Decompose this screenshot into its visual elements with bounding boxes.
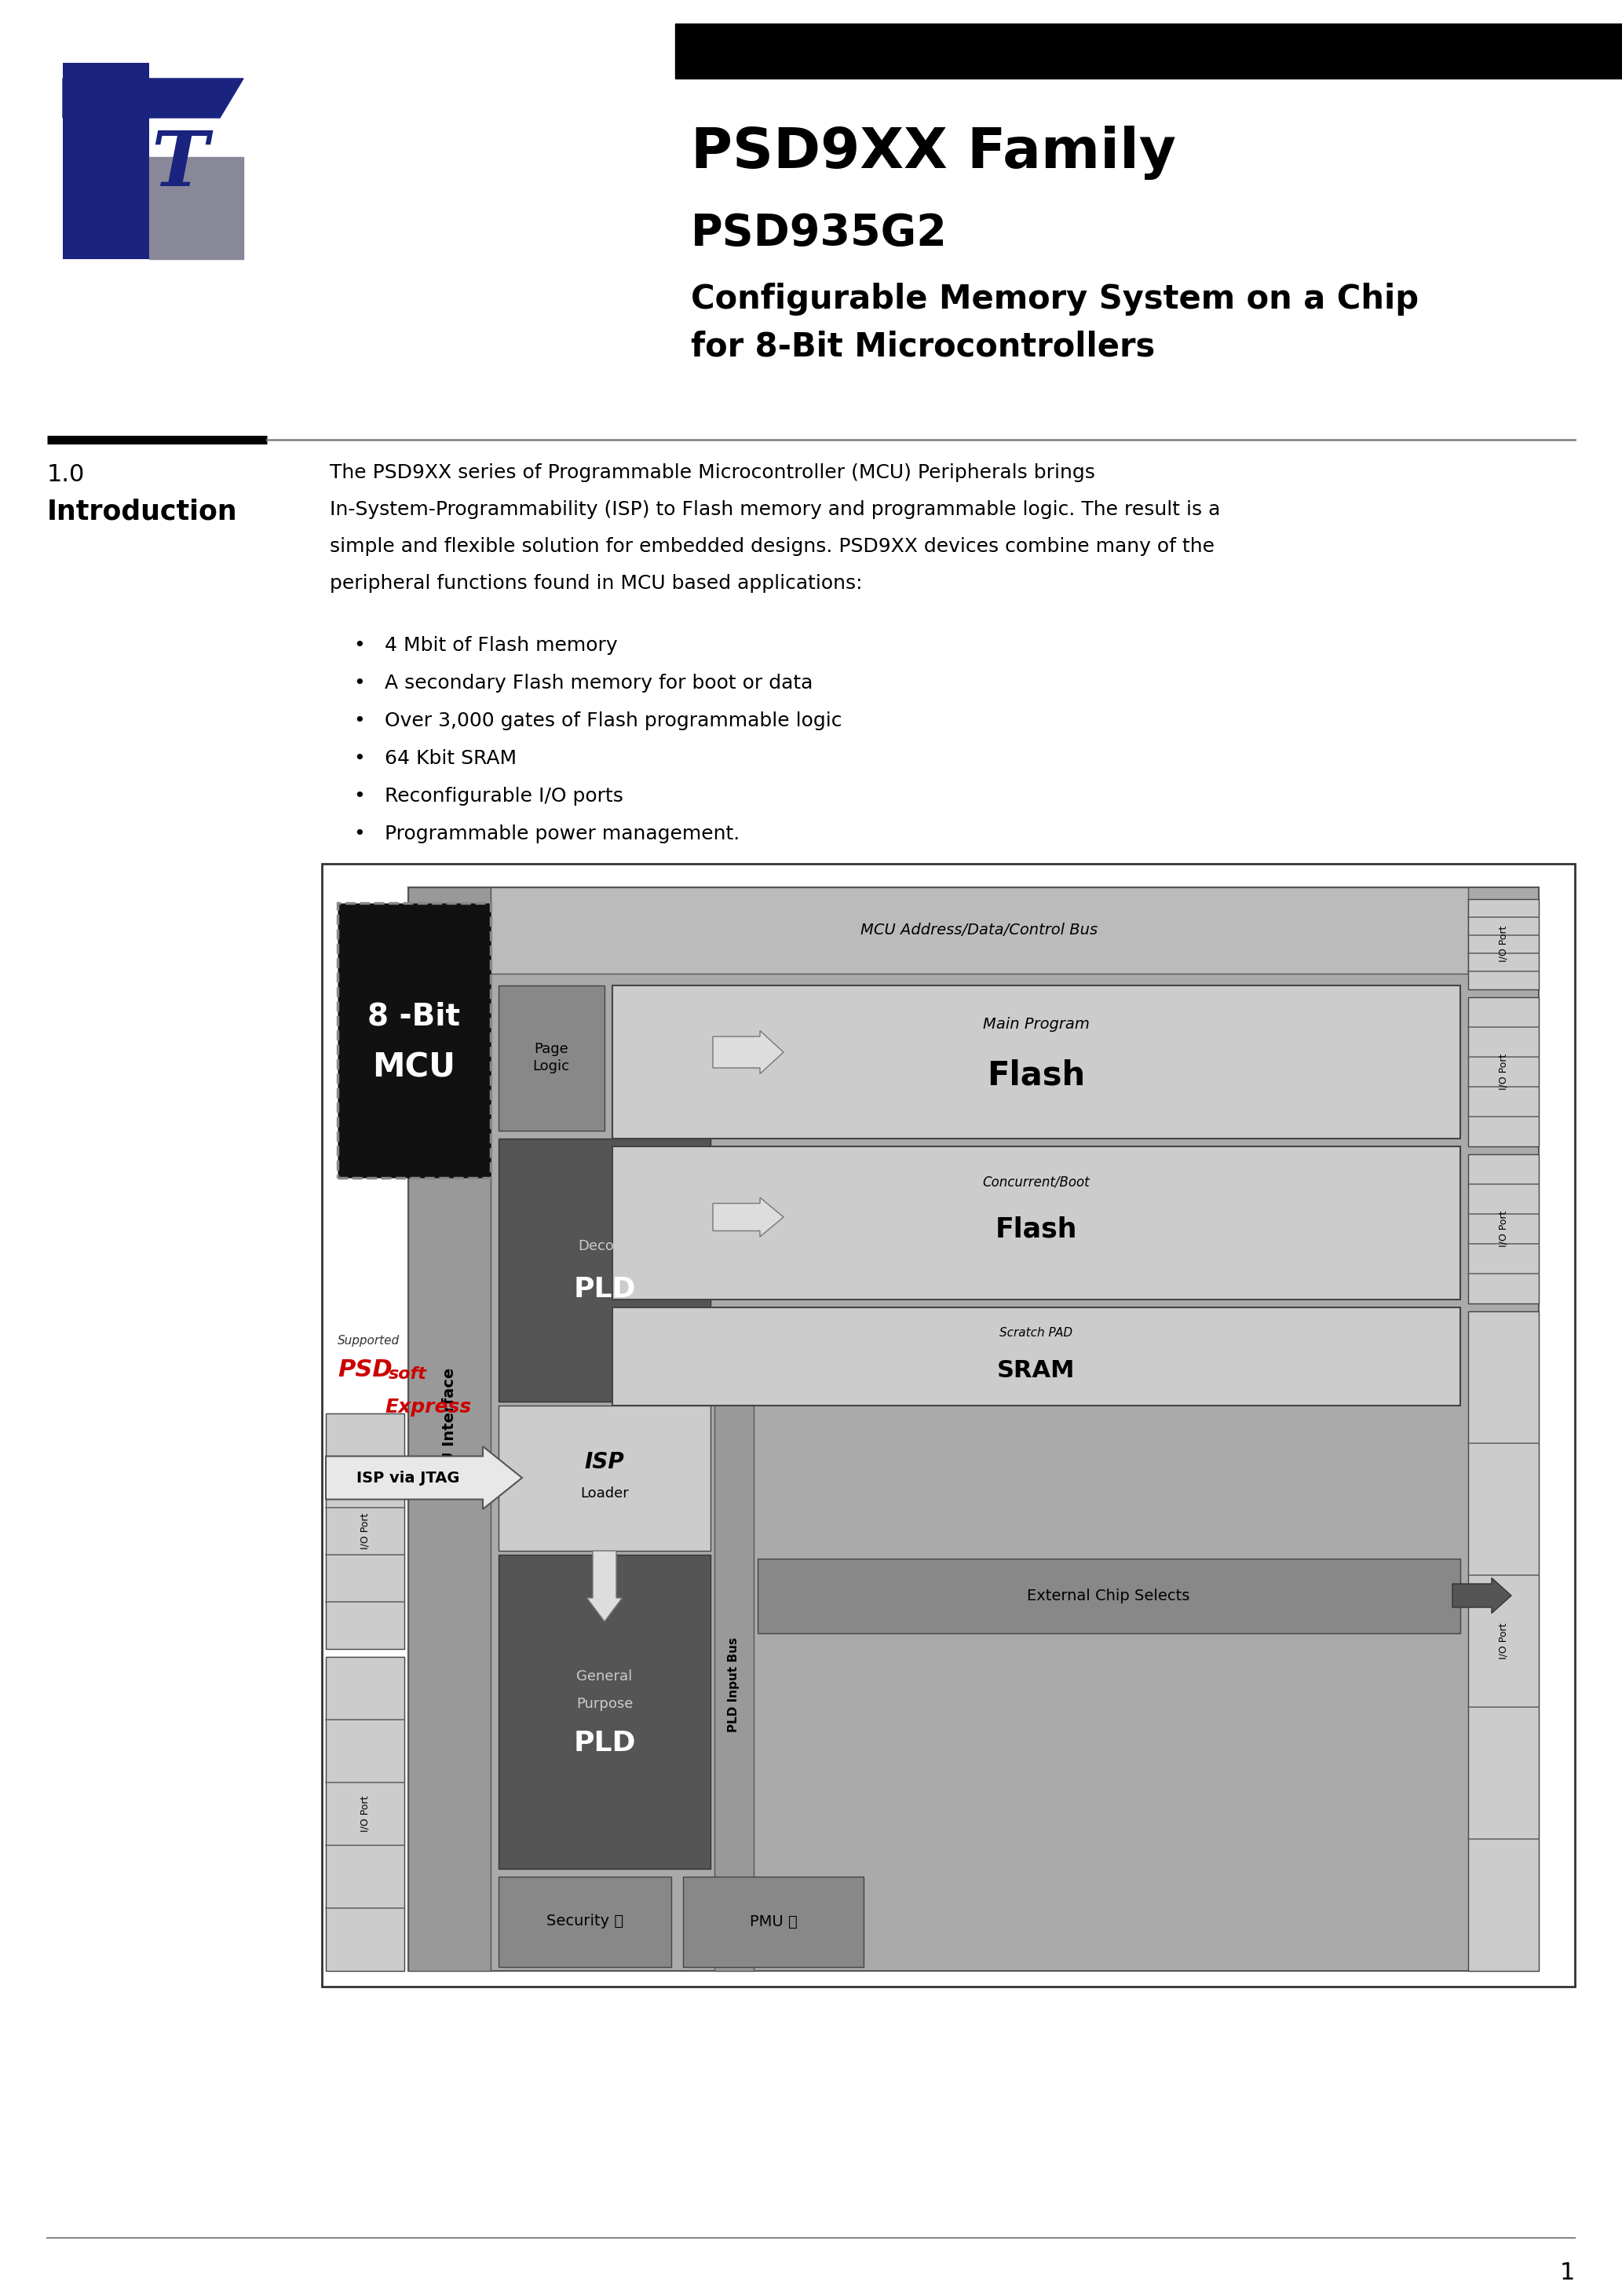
Text: MCU: MCU	[371, 1052, 456, 1084]
Text: A secondary Flash memory for boot or data: A secondary Flash memory for boot or dat…	[384, 673, 813, 693]
Bar	[613, 985, 1460, 1139]
Bar	[1468, 996, 1539, 1146]
FancyArrow shape	[326, 1446, 522, 1508]
Bar	[613, 1306, 1460, 1405]
Text: •: •	[354, 824, 365, 843]
Bar	[757, 1559, 1460, 1632]
Bar	[1468, 1155, 1539, 1304]
Text: PLD Input Bus: PLD Input Bus	[728, 1637, 740, 1731]
Text: simple and flexible solution for embedded designs. PSD9XX devices combine many o: simple and flexible solution for embedde…	[329, 537, 1215, 556]
Text: •: •	[354, 636, 365, 654]
FancyArrow shape	[712, 1199, 783, 1238]
Polygon shape	[149, 156, 243, 259]
Text: PMU 🛢: PMU 🛢	[749, 1915, 796, 1929]
Text: The PSD9XX series of Programmable Microcontroller (MCU) Peripherals brings: The PSD9XX series of Programmable Microc…	[329, 464, 1095, 482]
Text: Flash: Flash	[996, 1215, 1077, 1242]
Text: PLD: PLD	[573, 1729, 636, 1756]
Bar	[498, 985, 605, 1130]
Bar	[613, 1146, 1460, 1300]
Bar	[337, 902, 491, 1178]
Text: 8 -Bit: 8 -Bit	[368, 1001, 461, 1031]
Text: ST: ST	[97, 129, 209, 202]
Text: Page
Logic: Page Logic	[532, 1042, 569, 1075]
Text: PLD: PLD	[573, 1277, 636, 1302]
Text: Supported: Supported	[337, 1334, 399, 1348]
Bar	[321, 863, 1575, 1986]
Text: General: General	[576, 1669, 633, 1683]
Text: for 8-Bit Microcontrollers: for 8-Bit Microcontrollers	[691, 331, 1155, 363]
Bar	[683, 1876, 863, 1968]
Text: External Chip Selects: External Chip Selects	[1027, 1589, 1191, 1603]
Text: •: •	[354, 748, 365, 767]
Text: I/O Port: I/O Port	[1499, 1054, 1508, 1091]
Text: PSD9XX Family: PSD9XX Family	[691, 126, 1176, 179]
Bar	[1468, 1311, 1539, 1970]
Text: Programmable power management.: Programmable power management.	[384, 824, 740, 843]
Text: MCU Address/Data/Control Bus: MCU Address/Data/Control Bus	[860, 923, 1098, 939]
Bar	[326, 1414, 404, 1649]
Text: 64 Kbit SRAM: 64 Kbit SRAM	[384, 748, 517, 767]
Text: Security 🔒: Security 🔒	[547, 1915, 623, 1929]
Text: I/O Port: I/O Port	[1499, 1210, 1508, 1247]
Bar	[63, 62, 149, 259]
Text: Reconfigurable I/O ports: Reconfigurable I/O ports	[384, 788, 623, 806]
Text: Loader: Loader	[581, 1486, 629, 1502]
Text: PSD: PSD	[337, 1359, 393, 1382]
Text: SRAM: SRAM	[998, 1359, 1075, 1382]
Polygon shape	[63, 78, 243, 117]
Text: 4 Mbit of Flash memory: 4 Mbit of Flash memory	[384, 636, 618, 654]
Bar	[714, 1398, 754, 1970]
Text: Concurrent/Boot: Concurrent/Boot	[983, 1176, 1090, 1189]
Bar	[491, 886, 1468, 974]
Bar	[409, 886, 491, 1970]
Bar	[326, 1658, 404, 1970]
Text: 1.0: 1.0	[47, 464, 84, 487]
Text: soft: soft	[389, 1366, 427, 1382]
Text: Configurable Memory System on a Chip: Configurable Memory System on a Chip	[691, 282, 1419, 315]
Bar	[409, 886, 1539, 1970]
FancyArrow shape	[712, 1031, 783, 1075]
Text: I/O Port: I/O Port	[1499, 1623, 1508, 1660]
Text: •: •	[354, 673, 365, 693]
Text: I/O Port: I/O Port	[360, 1513, 370, 1550]
Text: Introduction: Introduction	[47, 498, 237, 526]
Text: Flash: Flash	[988, 1058, 1085, 1093]
Text: In-System-Programmability (ISP) to Flash memory and programmable logic. The resu: In-System-Programmability (ISP) to Flash…	[329, 501, 1220, 519]
Text: ISP via JTAG: ISP via JTAG	[357, 1469, 461, 1486]
Text: •: •	[354, 788, 365, 806]
FancyArrow shape	[1452, 1577, 1512, 1614]
Text: Main Program: Main Program	[983, 1017, 1090, 1033]
Bar	[498, 1876, 672, 1968]
Text: Express: Express	[384, 1398, 472, 1417]
Text: Over 3,000 gates of Flash programmable logic: Over 3,000 gates of Flash programmable l…	[384, 712, 842, 730]
Text: PSD935G2: PSD935G2	[691, 211, 947, 255]
Text: peripheral functions found in MCU based applications:: peripheral functions found in MCU based …	[329, 574, 863, 592]
Text: •: •	[354, 712, 365, 730]
Bar	[498, 1554, 710, 1869]
Text: Scratch PAD: Scratch PAD	[999, 1327, 1072, 1339]
Text: ISP: ISP	[584, 1451, 624, 1474]
Bar	[498, 1405, 710, 1550]
Text: Decode: Decode	[577, 1240, 631, 1254]
FancyArrow shape	[587, 1550, 623, 1621]
Bar	[498, 1139, 710, 1401]
Text: 1: 1	[1560, 2262, 1575, 2285]
Bar	[1468, 900, 1539, 990]
Bar	[675, 23, 1622, 78]
Text: I/O Port: I/O Port	[1499, 925, 1508, 962]
Text: Purpose: Purpose	[576, 1697, 633, 1711]
Text: MCU Interface: MCU Interface	[443, 1368, 457, 1490]
Text: I/O Port: I/O Port	[360, 1795, 370, 1832]
